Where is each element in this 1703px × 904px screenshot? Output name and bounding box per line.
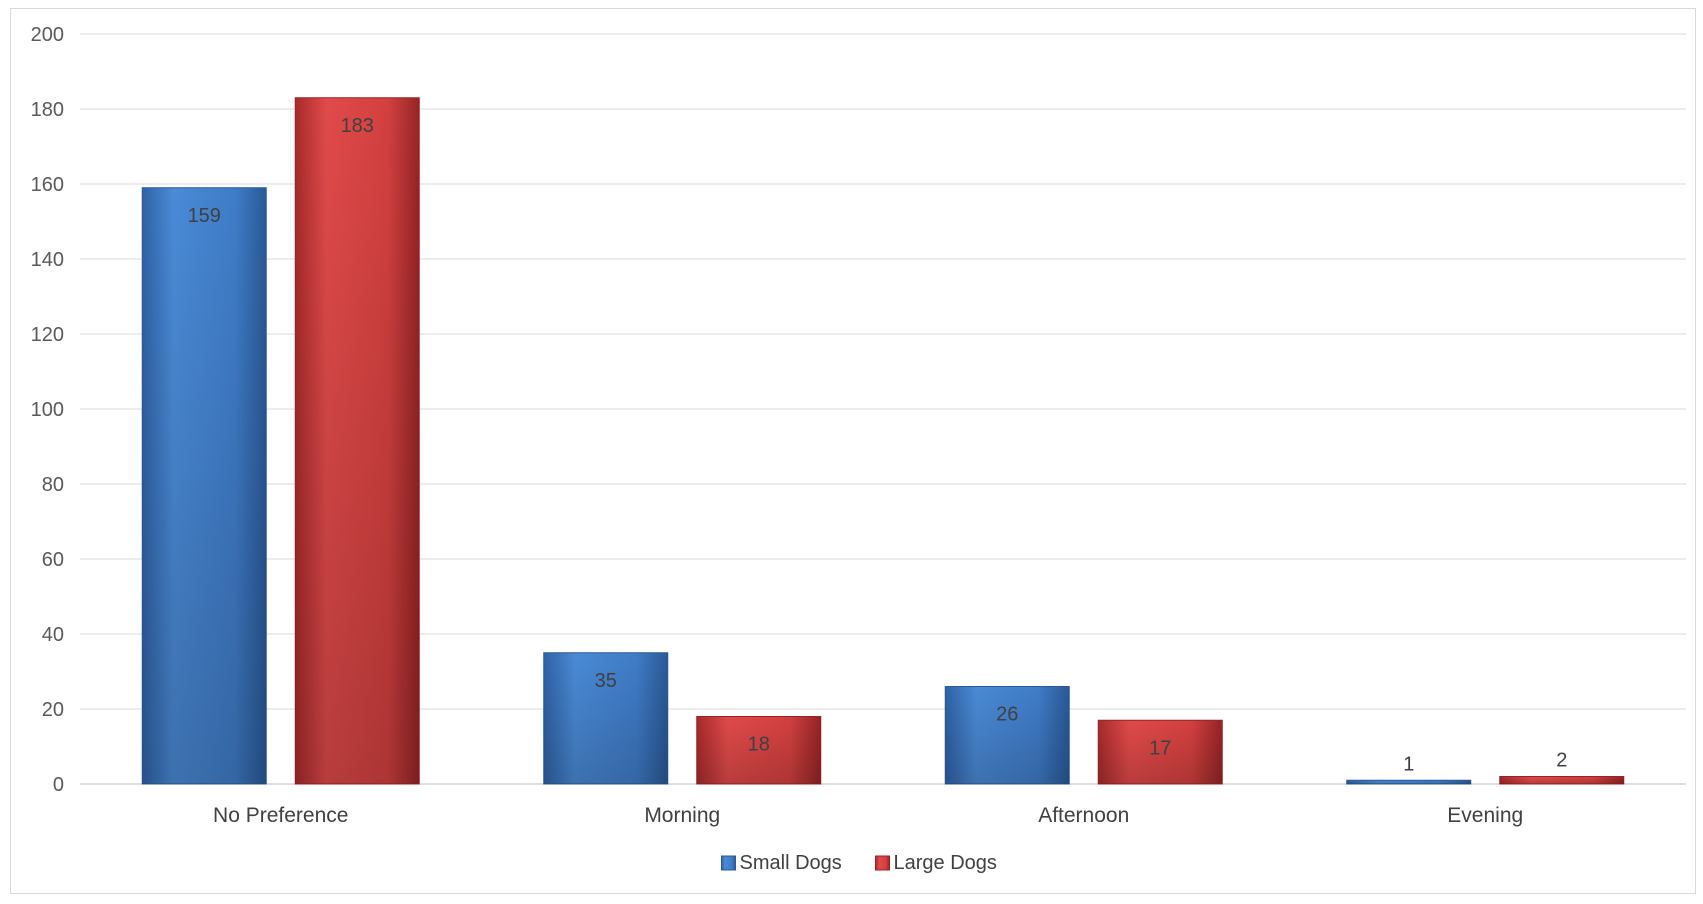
data-label: 183 [341, 115, 374, 137]
y-tick-label: 40 [42, 624, 64, 646]
bar-large-dogs [1499, 776, 1625, 785]
y-tick-label: 0 [53, 774, 64, 796]
legend-label: Small Dogs [740, 852, 842, 874]
legend-swatch [721, 855, 736, 871]
bar-large-dogs [696, 716, 822, 785]
y-tick-label: 200 [31, 24, 64, 46]
y-tick-label: 160 [31, 174, 64, 196]
x-axis-categories: No Preference Morning Afternoon Evening [213, 804, 1523, 827]
category-label: Afternoon [1038, 804, 1129, 827]
category-label: No Preference [213, 804, 348, 827]
data-label: 35 [595, 670, 617, 692]
data-label: 18 [748, 734, 770, 756]
bar-small-dogs [1346, 779, 1472, 785]
y-tick-label: 120 [31, 324, 64, 346]
bar-small-dogs [944, 686, 1070, 785]
bar-large-dogs [1097, 719, 1223, 785]
data-label: 17 [1149, 737, 1171, 759]
y-tick-label: 100 [31, 399, 64, 421]
bars [141, 97, 1625, 785]
y-tick-label: 80 [42, 474, 64, 496]
data-label: 26 [996, 704, 1018, 726]
legend-label: Large Dogs [894, 852, 997, 874]
category-label: Evening [1447, 804, 1523, 827]
y-tick-label: 60 [42, 549, 64, 571]
data-label: 159 [188, 205, 221, 227]
bar-small-dogs [543, 652, 669, 785]
y-tick-label: 180 [31, 99, 64, 121]
legend-item-large-dogs: Large Dogs [875, 852, 997, 874]
category-label: Morning [644, 804, 720, 827]
legend: Small Dogs Large Dogs [721, 852, 997, 874]
bar-large-dogs [294, 97, 420, 785]
legend-swatch [875, 855, 890, 871]
legend-item-small-dogs: Small Dogs [721, 852, 842, 874]
y-tick-label: 20 [42, 699, 64, 721]
y-axis-ticks: 0 20 40 60 80 100 120 140 160 180 200 [31, 24, 64, 796]
y-tick-label: 140 [31, 249, 64, 271]
data-label: 2 [1556, 750, 1567, 772]
data-labels: 159 183 35 18 26 17 1 2 [188, 115, 1568, 776]
chart-frame [10, 8, 1696, 894]
data-label: 1 [1403, 753, 1414, 775]
bar-small-dogs [141, 187, 267, 785]
